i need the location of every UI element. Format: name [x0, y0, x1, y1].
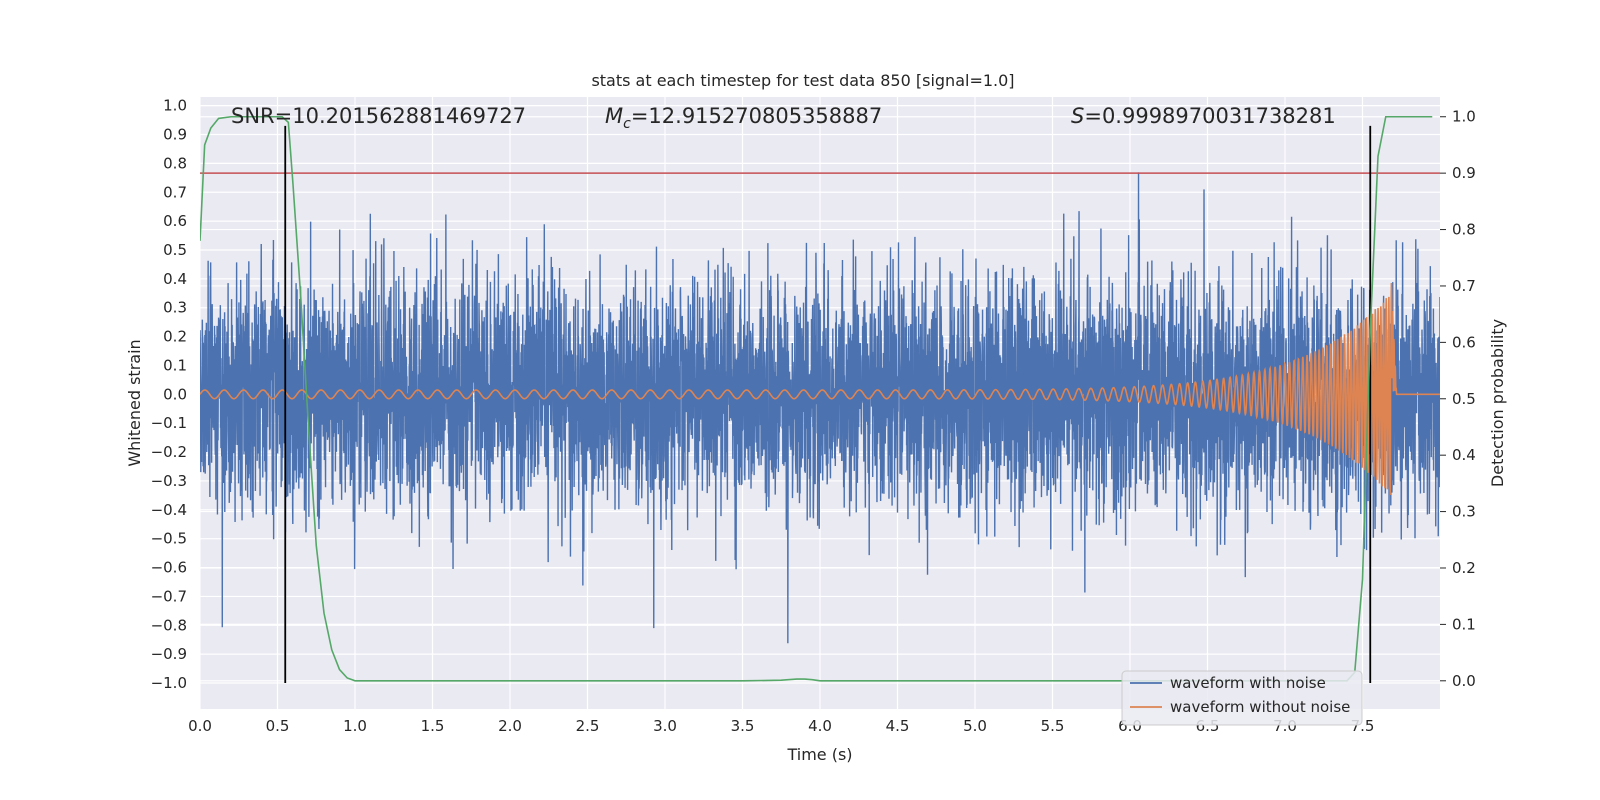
left-y-tick-label: 0.4	[163, 270, 187, 288]
annotation-chirp-mass-value: =12.915270805358887	[631, 104, 882, 128]
x-tick-label: 5.5	[1041, 717, 1065, 735]
x-tick-label: 3.0	[653, 717, 677, 735]
right-y-tick-label: 0.4	[1452, 446, 1476, 464]
left-y-tick-label: −0.1	[151, 414, 187, 432]
left-y-tick-label: −1.0	[151, 674, 187, 692]
x-tick-label: 3.5	[731, 717, 755, 735]
left-y-tick-label: −0.8	[151, 616, 187, 634]
left-y-tick-label: 0.3	[163, 299, 187, 317]
left-y-axis-ticks: 1.0 0.9 0.8 0.7 0.6 0.5 0.4 0.3 0.2 0.1 0.0 −0.1 −0.…	[151, 97, 187, 692]
annotation-chirp-mass: Mc=12.915270805358887	[605, 104, 882, 132]
left-y-tick-label: 0.8	[163, 154, 187, 172]
series-waveform-with-noise	[200, 172, 1440, 644]
x-tick-label: 4.0	[808, 717, 832, 735]
left-y-tick-label: 0.1	[163, 356, 187, 374]
right-y-tick-label: 0.2	[1452, 559, 1476, 577]
right-y-axis-label: Detection probability	[1488, 319, 1507, 487]
left-y-tick-label: −0.3	[151, 472, 187, 490]
x-tick-label: 0.0	[188, 717, 212, 735]
left-y-tick-label: −0.9	[151, 645, 187, 663]
annotation-score-value: =0.9998970031738281	[1084, 104, 1335, 128]
right-y-axis-ticks: 1.0 0.9 0.8 0.7 0.6 0.5 0.4 0.3 0.2 0.1 0.0	[1440, 108, 1476, 690]
left-y-tick-label: 0.7	[163, 183, 187, 201]
right-y-tick-label: 1.0	[1452, 108, 1476, 126]
right-y-tick-label: 0.1	[1452, 615, 1476, 633]
x-tick-label: 4.5	[886, 717, 910, 735]
left-y-tick-label: −0.4	[151, 501, 187, 519]
left-y-tick-label: 0.5	[163, 241, 187, 259]
left-y-tick-label: −0.7	[151, 587, 187, 605]
left-y-tick-label: 0.0	[163, 385, 187, 403]
left-y-tick-label: −0.6	[151, 559, 187, 577]
x-tick-label: 5.0	[963, 717, 987, 735]
left-y-tick-label: −0.5	[151, 530, 187, 548]
legend: waveform with noise waveform without noi…	[1121, 670, 1363, 726]
x-tick-label: 2.0	[498, 717, 522, 735]
right-y-tick-label: 0.6	[1452, 333, 1476, 351]
left-y-tick-label: 1.0	[163, 97, 187, 115]
annotation-chirp-mass-subscript: c	[623, 116, 631, 132]
legend-label-waveform-with-noise: waveform with noise	[1170, 674, 1326, 692]
series-waveform-without-noise	[200, 283, 1440, 495]
left-y-tick-label: 0.2	[163, 328, 187, 346]
annotation-chirp-mass-symbol: M	[605, 104, 623, 128]
right-y-tick-label: 0.9	[1452, 164, 1476, 182]
x-axis-label: Time (s)	[786, 745, 852, 764]
annotation-score: S=0.9998970031738281	[1071, 104, 1336, 128]
left-y-tick-label: −0.2	[151, 443, 187, 461]
x-tick-label: 0.5	[266, 717, 290, 735]
x-axis-ticks: 0.0 0.5 1.0 1.5 2.0 2.5 3.0 3.5 4.0 4.5 5.0 5.5 6.0 6…	[188, 717, 1374, 735]
left-y-tick-label: 0.6	[163, 212, 187, 230]
annotation-snr: SNR=10.201562881469727	[231, 104, 526, 128]
x-tick-label: 1.5	[421, 717, 445, 735]
legend-label-waveform-without-noise: waveform without noise	[1170, 698, 1350, 716]
annotation-score-symbol: S	[1071, 104, 1084, 128]
right-y-tick-label: 0.7	[1452, 277, 1476, 295]
right-y-tick-label: 0.5	[1452, 390, 1476, 408]
legend-box	[1121, 670, 1363, 726]
right-y-tick-label: 0.0	[1452, 672, 1476, 690]
right-y-tick-label: 0.3	[1452, 503, 1476, 521]
event-markers	[284, 125, 1372, 684]
x-tick-label: 1.0	[343, 717, 367, 735]
x-tick-label: 2.5	[576, 717, 600, 735]
left-y-axis-label: Whitened strain	[125, 339, 144, 466]
left-y-tick-label: 0.9	[163, 126, 187, 144]
right-y-tick-label: 0.8	[1452, 221, 1476, 239]
chart-title: stats at each timestep for test data 850…	[591, 71, 1014, 90]
